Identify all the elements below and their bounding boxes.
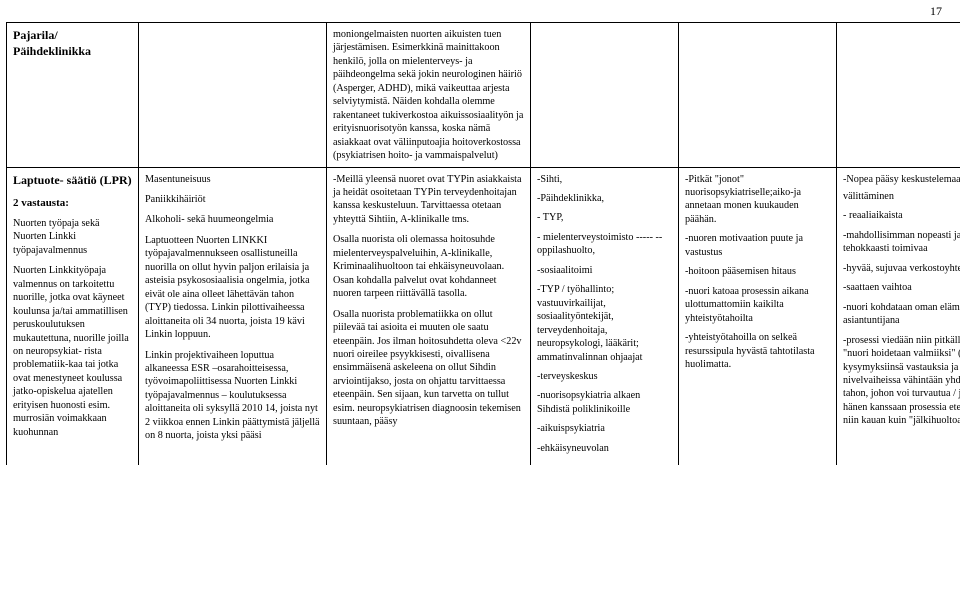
list-item: -terveyskeskus	[537, 370, 672, 383]
page-number: 17	[930, 4, 942, 19]
row2-c2-para2: Linkin projektivaiheen loputtua alkanees…	[145, 349, 320, 443]
list-item: -Nopea pääsy keskustelemaan asioista-	[843, 173, 960, 186]
cell-r2c1: Laptuote- säätiö (LPR) 2 vastausta: Nuor…	[7, 167, 139, 465]
cell-r1c3: moniongelmaisten nuorten aikuisten tuen …	[327, 23, 531, 168]
row2-c2-para1: Laptuotteen Nuorten LINKKI työpajavalmen…	[145, 234, 320, 342]
row2-c3-para3: Osalla nuorista problematiikka on ollut …	[333, 308, 524, 429]
list-item: - TYP,	[537, 211, 672, 224]
cell-r1c1: Pajarila/ Päihdeklinikka	[7, 23, 139, 168]
row2-c1-block2: Nuorten Linkkityöpaja valmennus on tarko…	[13, 264, 132, 439]
list-item: -nuori katoaa prosessin aikana ulottumat…	[685, 285, 830, 325]
list-item: -Pitkät "jonot" nuorisopsykiatriselle;ai…	[685, 173, 830, 227]
table-row: Pajarila/ Päihdeklinikka moniongelmaiste…	[7, 23, 960, 168]
cell-r1c2	[139, 23, 327, 168]
list-item: -Sihti,	[537, 173, 672, 186]
list-item: - reaaliaikaista	[843, 209, 960, 222]
list-item: -TYP / työhallinto; vastuuvirkailijat, s…	[537, 283, 672, 364]
list-item: -nuoren motivaation puute ja vastustus	[685, 232, 830, 259]
list-item: - mielenterveystoimisto ----- --oppilash…	[537, 231, 672, 258]
cell-r2c5: -Pitkät "jonot" nuorisopsykiatriselle;ai…	[679, 167, 837, 465]
cell-r2c2: Masentuneisuus Paniikkihäiriöt Alkoholi-…	[139, 167, 327, 465]
list-item: välittäminen	[843, 190, 960, 203]
content-table: Pajarila/ Päihdeklinikka moniongelmaiste…	[6, 22, 960, 465]
cell-r2c4: -Sihti, -Päihdeklinikka, - TYP, - mielen…	[531, 167, 679, 465]
list-item: -saattaen vaihtoa	[843, 281, 960, 294]
list-item: -hoitoon pääsemisen hitaus	[685, 265, 830, 278]
cell-r2c6: -Nopea pääsy keskustelemaan asioista- vä…	[837, 167, 960, 465]
row2-c1-block1: Nuorten työpaja sekä Nuorten Linkki työp…	[13, 217, 132, 257]
list-item: -prosessi viedään niin pitkälle, että "n…	[843, 334, 960, 428]
list-item: -aikuispsykiatria	[537, 422, 672, 435]
list-item: -Päihdeklinikka,	[537, 192, 672, 205]
cell-r2c3: -Meillä yleensä nuoret ovat TYPin asiakk…	[327, 167, 531, 465]
list-item: -nuori kohdataan oman elämänsä asiantunt…	[843, 301, 960, 328]
row2-c2-line2: Paniikkihäiriöt	[145, 193, 320, 206]
row2-title: Laptuote- säätiö (LPR)	[13, 173, 132, 189]
row2-c2-line3: Alkoholi- sekä huumeongelmia	[145, 213, 320, 226]
row2-c2-line1: Masentuneisuus	[145, 173, 320, 186]
list-item: -hyvää, sujuvaa verkostoyhteistyötä	[843, 262, 960, 275]
row2-c3-para2: Osalla nuorista oli olemassa hoitosuhde …	[333, 233, 524, 300]
list-item: -sosiaalitoimi	[537, 264, 672, 277]
cell-r1c5	[679, 23, 837, 168]
cell-r1c6	[837, 23, 960, 168]
row2-c3-para1: -Meillä yleensä nuoret ovat TYPin asiakk…	[333, 173, 524, 227]
list-item: -mahdollisimman nopeasti ja tehokkaasti …	[843, 229, 960, 256]
list-item: -nuorisopsykiatria alkaen Sihdistä polik…	[537, 389, 672, 416]
row2-subheading: 2 vastausta:	[13, 196, 132, 211]
row1-title: Pajarila/ Päihdeklinikka	[13, 28, 132, 60]
cell-r1c4	[531, 23, 679, 168]
row1-c3-text: moniongelmaisten nuorten aikuisten tuen …	[333, 28, 524, 163]
list-item: -ehkäisyneuvolan	[537, 442, 672, 455]
table-row: Laptuote- säätiö (LPR) 2 vastausta: Nuor…	[7, 167, 960, 465]
list-item: -yhteistyötahoilla on selkeä resurssipul…	[685, 331, 830, 371]
